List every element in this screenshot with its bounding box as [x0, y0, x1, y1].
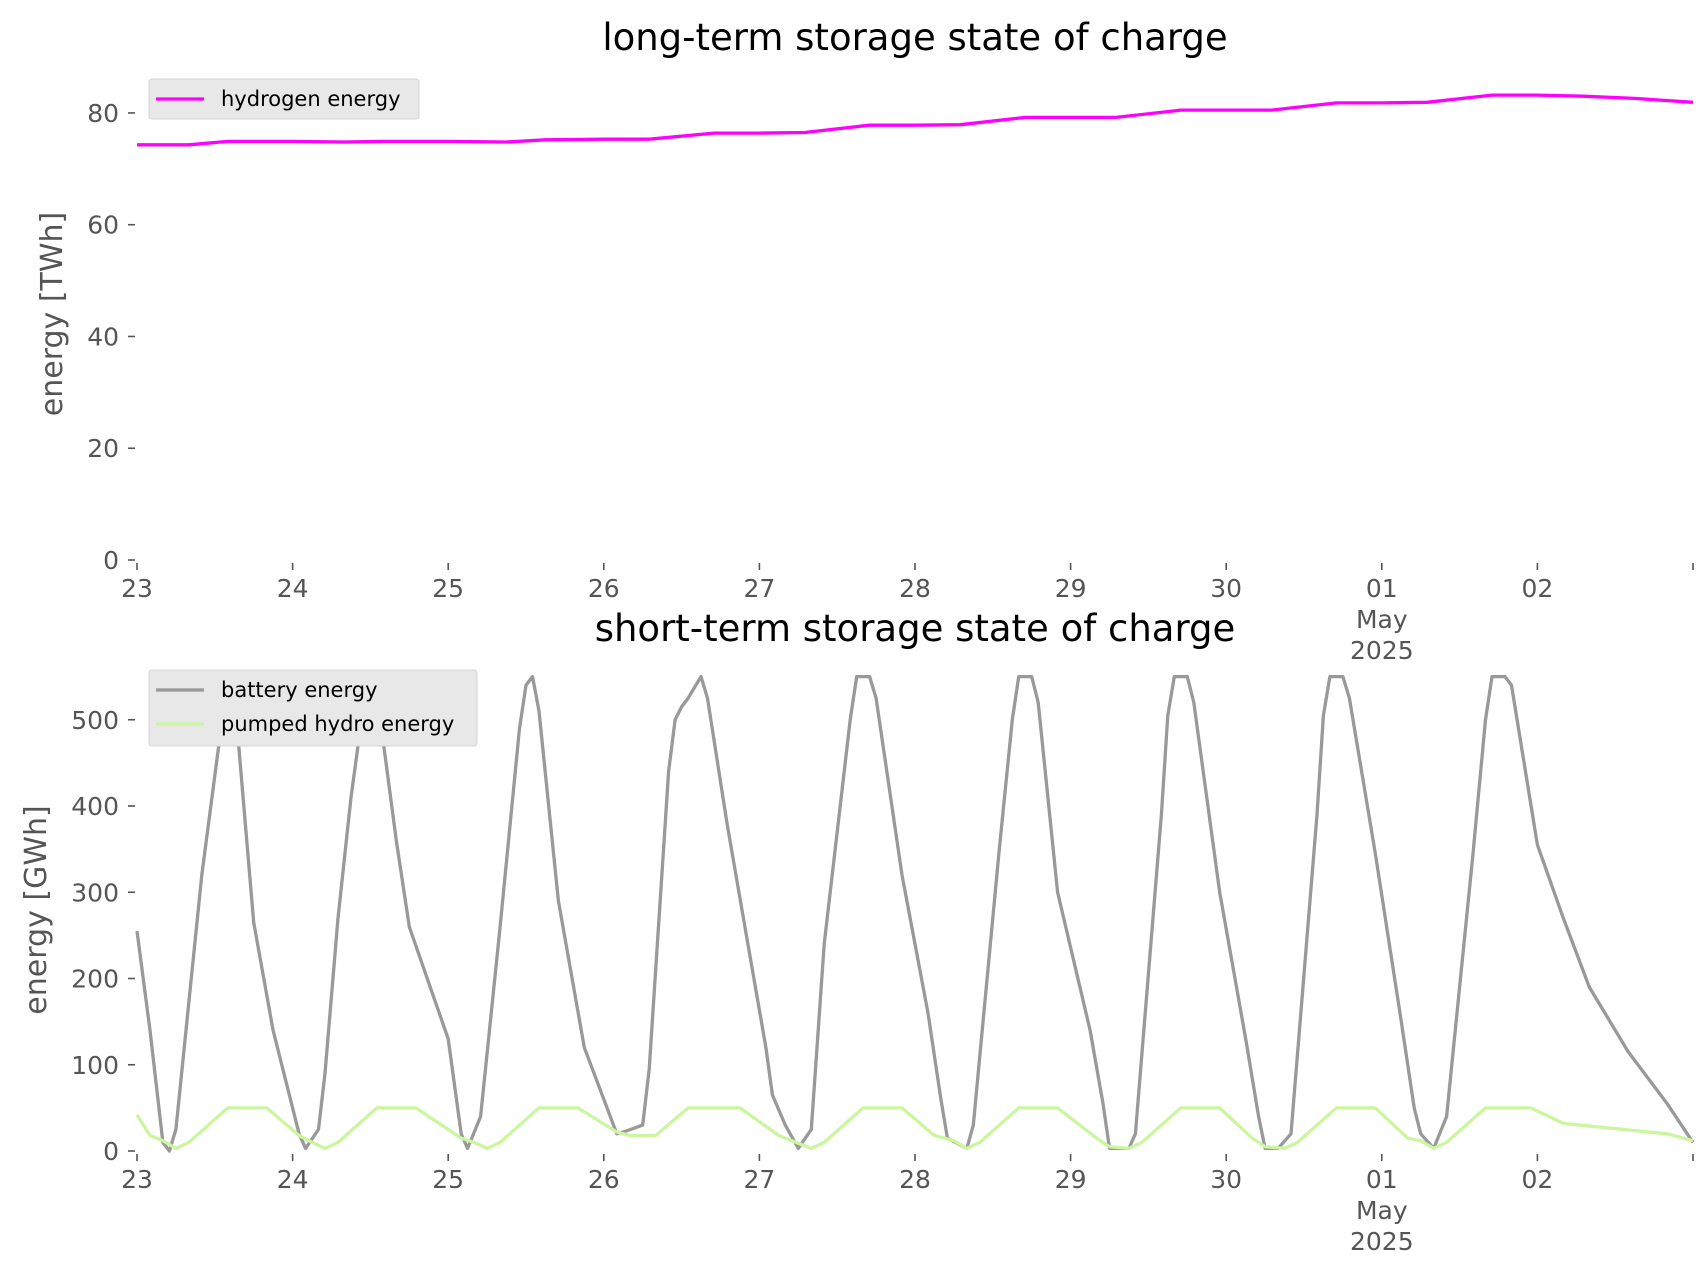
- x-tick-label: 28: [899, 1165, 931, 1194]
- chart-title: long-term storage state of charge: [602, 16, 1227, 59]
- y-axis-label: energy [GWh]: [19, 805, 54, 1014]
- y-tick-label: 200: [71, 965, 119, 994]
- legend: hydrogen energy: [148, 78, 420, 120]
- series-line: [135, 674, 1695, 1153]
- x-tick-label: 23: [121, 1165, 153, 1194]
- y-axis-label: energy [TWh]: [35, 212, 70, 416]
- x-tick-label: 25: [432, 1165, 464, 1194]
- y-ticks: 0 20 40 60 80: [87, 99, 135, 575]
- x-tick-label: 29: [1055, 574, 1087, 603]
- chart-short-term-storage: short-term storage state of charge energ…: [19, 607, 1695, 1256]
- x-tick-label: 25: [432, 574, 464, 603]
- x-tick-label: 24: [277, 1165, 309, 1194]
- x-tick-label: 23: [121, 574, 153, 603]
- x-tick-label: 30: [1210, 1165, 1242, 1194]
- legend-box: [148, 669, 478, 747]
- chart-title: short-term storage state of charge: [595, 607, 1236, 650]
- legend-box: [148, 78, 420, 120]
- series-lines: [137, 93, 1694, 147]
- x-tick-label: 27: [743, 1165, 775, 1194]
- y-tick-label: 0: [103, 546, 119, 575]
- y-tick-label: 20: [87, 434, 119, 463]
- y-tick-label: 400: [71, 792, 119, 821]
- x-tick-label: 30: [1210, 574, 1242, 603]
- series-lines: [135, 674, 1695, 1153]
- y-tick-label: 300: [71, 878, 119, 907]
- y-ticks: 0 100 200 300 400 500: [71, 706, 135, 1166]
- x-tick-label: 27: [743, 574, 775, 603]
- x-tick-label: May: [1356, 605, 1408, 634]
- legend: battery energy pumped hydro energy: [148, 669, 478, 747]
- legend-label: battery energy: [221, 678, 378, 702]
- x-tick-label: 28: [899, 574, 931, 603]
- series-line: [135, 1106, 1694, 1151]
- legend-label: pumped hydro energy: [221, 712, 454, 736]
- y-tick-label: 500: [71, 706, 119, 735]
- x-tick-label: 26: [588, 1165, 620, 1194]
- x-tick-label: 29: [1055, 1165, 1087, 1194]
- x-tick-label: 02: [1521, 574, 1553, 603]
- x-tick-label: 2025: [1350, 1227, 1414, 1256]
- x-tick-label: 26: [588, 574, 620, 603]
- x-tick-label: May: [1356, 1196, 1408, 1225]
- x-tick-label: 02: [1521, 1165, 1553, 1194]
- x-tick-label: 01: [1366, 574, 1398, 603]
- y-tick-label: 60: [87, 211, 119, 240]
- y-tick-label: 80: [87, 99, 119, 128]
- x-tick-label: 2025: [1350, 636, 1414, 665]
- y-tick-label: 0: [103, 1137, 119, 1166]
- legend-label: hydrogen energy: [221, 87, 401, 111]
- chart-long-term-storage: long-term storage state of charge energy…: [35, 16, 1694, 665]
- series-line: [137, 93, 1694, 147]
- y-tick-label: 100: [71, 1051, 119, 1080]
- x-tick-label: 01: [1366, 1165, 1398, 1194]
- y-tick-label: 40: [87, 322, 119, 351]
- x-tick-label: 24: [277, 574, 309, 603]
